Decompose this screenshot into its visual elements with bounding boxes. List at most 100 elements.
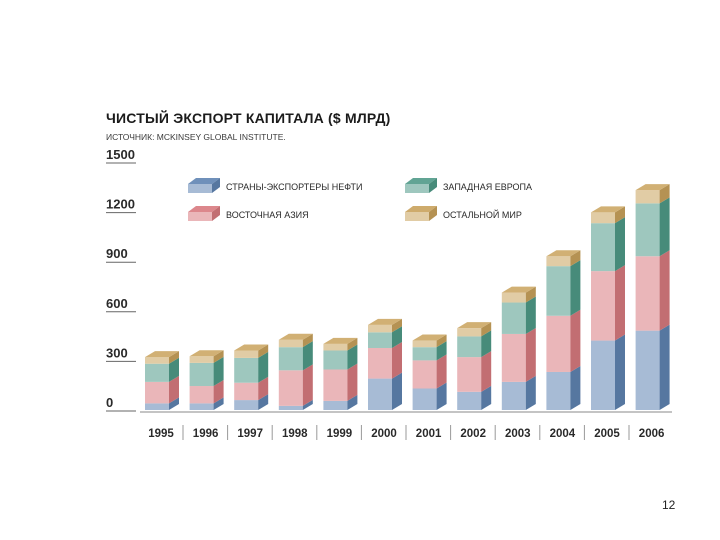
bar-side [392,342,402,379]
legend-swatch-top [188,178,220,184]
x-tick-label: 2003 [505,428,531,440]
bar-side [615,334,625,410]
legend-item: ЗАПАДНАЯ ЕВРОПА [405,178,532,193]
bar-front [278,405,303,410]
bar-front [546,256,571,267]
bar-top [635,184,670,191]
chart-title: ЧИСТЫЙ ЭКСПОРТ КАПИТАЛА ($ МЛРД) [106,110,391,126]
legend-label: СТРАНЫ-ЭКСПОРТЕРЫ НЕФТИ [226,182,363,192]
bar-side [570,250,581,267]
bar-top [591,206,625,213]
bar-stack-2002 [457,322,492,410]
bar-front [412,340,437,348]
bar-segment [368,372,402,410]
bar-front [501,333,526,382]
bar-segment [234,351,269,383]
bar-side [347,394,358,410]
bar-front [278,370,303,406]
bar-segment [145,351,179,364]
bar-segment [234,394,269,410]
bar-side [570,260,581,316]
legend-swatch-top [188,206,220,212]
bar-stack-2001 [412,334,447,410]
bar-side [302,364,313,406]
bar-segment [591,265,625,341]
x-tick-label: 2004 [550,428,576,440]
bar-front [591,271,615,341]
y-tick-label: 1500 [106,147,135,162]
bar-segment [145,357,179,382]
bar-front [234,350,259,358]
bar-top [546,250,581,257]
bar-segment [546,365,581,410]
legend-swatch-side [429,178,437,193]
bar-side [213,397,224,410]
bar-front [145,363,169,382]
legend-label: ОСТАЛЬНОЙ МИР [443,209,522,220]
legend-swatch-front [405,212,429,221]
bar-side [213,380,224,404]
bar-front [145,403,169,410]
bar-front [323,400,348,410]
bar-side [481,322,492,337]
bar-top [278,333,313,340]
bar-segment [591,217,625,272]
bar-front [546,266,571,316]
bar-front [591,340,615,410]
bar-stack-1998 [278,333,313,410]
bar-segment [635,324,670,410]
bar-front [412,347,437,361]
bar-top [189,350,224,357]
bar-segment [412,334,447,348]
x-tick-label: 1998 [282,428,308,440]
bar-segment [635,197,670,257]
bar-front [323,343,348,351]
bar-stack-1995 [145,351,179,410]
page-number: 12 [662,498,676,512]
y-tick-label: 1200 [106,197,135,212]
bar-front [368,378,392,410]
bar-side [481,385,492,410]
bar-segment [635,250,670,331]
bar-segment [546,260,581,316]
bar-segment [189,350,224,363]
bar-segment [457,330,492,358]
bar-front [635,190,660,204]
y-tick-label: 900 [106,246,128,261]
bar-segment [145,397,179,410]
bar-side [570,309,581,372]
y-tick-label: 0 [106,395,113,410]
bar-front [278,347,303,371]
bar-segment [323,394,358,410]
bar-segment [457,385,492,410]
x-tick-label: 2001 [416,428,442,440]
bar-stack-2006 [635,184,670,410]
legend-swatch-front [188,184,212,193]
bar-front [189,356,214,363]
bar-segment [412,382,447,410]
x-tick-label: 1996 [193,428,219,440]
bar-side [258,376,269,401]
x-tick-label: 2002 [460,428,486,440]
bar-front [412,360,437,389]
bar-top [145,351,179,358]
bar-segment [501,375,536,410]
bar-segment [323,363,358,401]
legend-label: ЗАПАДНАЯ ЕВРОПА [443,182,532,192]
bar-side [302,341,313,371]
legend-label: ВОСТОЧНАЯ АЗИЯ [226,210,309,220]
bar-side [525,327,536,382]
bar-side [659,324,670,410]
bar-front [412,388,437,410]
legend: СТРАНЫ-ЭКСПОРТЕРЫ НЕФТИ ВОСТОЧНАЯ АЗИЯ ЗАП… [188,178,532,221]
bar-segment [591,206,625,224]
bar-front [457,328,482,337]
bar-segment [412,354,447,389]
bar-front [457,357,482,392]
bar-front [501,292,526,303]
bar-front [323,369,348,401]
bar-side [347,337,358,351]
bar-front [234,382,259,401]
bar-segment [368,342,402,379]
bar-front [189,386,214,404]
